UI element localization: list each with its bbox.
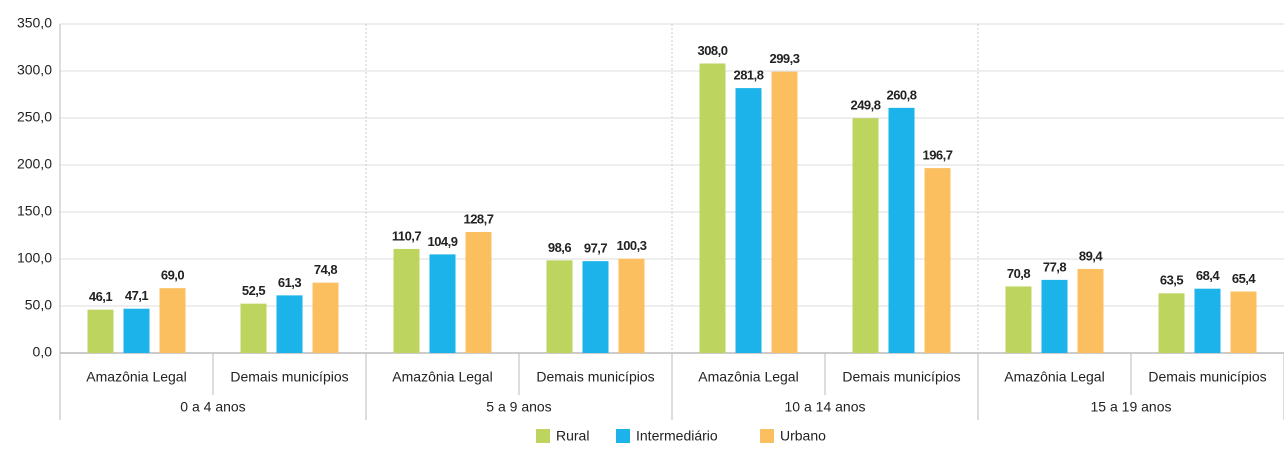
legend-label: Urbano <box>780 428 826 444</box>
bar <box>159 288 186 353</box>
group-label: 5 a 9 anos <box>486 399 551 415</box>
value-label: 46,1 <box>89 289 113 304</box>
x-tick-label: Amazônia Legal <box>1004 369 1104 385</box>
x-tick-label: Amazônia Legal <box>392 369 492 385</box>
bar <box>771 71 798 354</box>
legend-swatch <box>536 429 550 443</box>
bar <box>312 282 339 353</box>
x-tick-label: Demais municípios <box>842 369 960 385</box>
value-label: 68,4 <box>1196 268 1221 283</box>
y-tick-label: 0,0 <box>33 344 53 360</box>
value-label: 196,7 <box>922 148 952 163</box>
y-tick-label: 100,0 <box>17 250 52 266</box>
x-tick-label: Amazônia Legal <box>698 369 798 385</box>
bar <box>1041 279 1068 353</box>
value-label: 89,4 <box>1079 248 1104 263</box>
bar <box>87 309 114 353</box>
bar <box>276 295 303 353</box>
y-tick-label: 50,0 <box>25 297 52 313</box>
value-label: 100,3 <box>616 238 646 253</box>
group-label: 0 a 4 anos <box>180 399 245 415</box>
value-label: 70,8 <box>1007 266 1031 281</box>
value-label: 63,5 <box>1160 273 1184 288</box>
x-tick-label: Demais municípios <box>536 369 654 385</box>
value-label: 74,8 <box>314 262 338 277</box>
legend-swatch <box>616 429 630 443</box>
bar <box>1158 293 1185 353</box>
value-label: 47,1 <box>125 288 149 303</box>
bar <box>1077 268 1104 353</box>
x-tick-label: Amazônia Legal <box>86 369 186 385</box>
bar <box>924 168 951 353</box>
bar <box>429 254 456 353</box>
group-label: 10 a 14 anos <box>785 399 866 415</box>
y-tick-label: 350,0 <box>17 15 52 31</box>
x-tick-label: Demais municípios <box>230 369 348 385</box>
bar <box>699 63 726 353</box>
bar <box>393 248 420 353</box>
y-tick-label: 300,0 <box>17 62 52 78</box>
bar <box>1005 286 1032 353</box>
value-label: 61,3 <box>278 275 302 290</box>
bar <box>546 260 573 353</box>
bar <box>123 308 150 353</box>
value-label: 299,3 <box>769 51 799 66</box>
bar <box>465 232 492 353</box>
y-tick-label: 150,0 <box>17 203 52 219</box>
value-label: 281,8 <box>733 68 763 83</box>
x-tick-label: Demais municípios <box>1148 369 1266 385</box>
value-label: 69,0 <box>161 268 185 283</box>
bar <box>618 258 645 353</box>
value-label: 308,0 <box>697 43 727 58</box>
y-tick-label: 200,0 <box>17 156 52 172</box>
legend-swatch <box>760 429 774 443</box>
value-label: 249,8 <box>850 98 880 113</box>
value-label: 260,8 <box>886 87 916 102</box>
bar <box>852 118 879 353</box>
y-tick-label: 250,0 <box>17 109 52 125</box>
group-label: 15 a 19 anos <box>1091 399 1172 415</box>
value-label: 65,4 <box>1232 271 1257 286</box>
bar <box>582 261 609 353</box>
value-label: 52,5 <box>242 283 266 298</box>
bar <box>1194 288 1221 353</box>
value-label: 104,9 <box>427 234 457 249</box>
value-label: 97,7 <box>584 241 608 256</box>
bar <box>1230 291 1257 353</box>
bar <box>888 107 915 354</box>
value-label: 128,7 <box>463 211 493 226</box>
legend-label: Rural <box>556 428 589 444</box>
value-label: 77,8 <box>1043 259 1067 274</box>
bar <box>735 88 762 353</box>
legend-label: Intermediário <box>636 428 718 444</box>
bar <box>240 303 267 353</box>
value-label: 98,6 <box>548 240 572 255</box>
value-label: 110,7 <box>392 228 422 243</box>
